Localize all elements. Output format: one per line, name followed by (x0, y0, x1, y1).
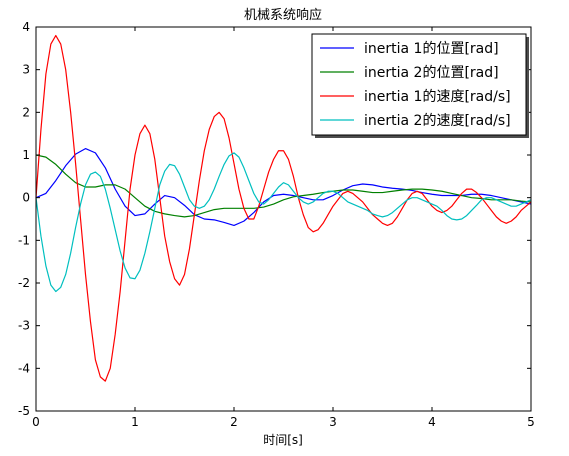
lines-layer (35, 34, 532, 382)
legend-box (311, 33, 527, 136)
x-tick-label: 2 (230, 415, 238, 429)
series-line-4 (35, 152, 532, 293)
y-tick-label: -3 (18, 319, 30, 333)
y-tick-label: -2 (18, 276, 30, 290)
x-axis-label: 时间[s] (263, 433, 303, 447)
series-line-1 (35, 148, 532, 226)
plot-frame (35, 26, 532, 412)
legend-label-3: inertia 1的速度[rad/s] (364, 89, 511, 105)
legend-label-2: inertia 2的位置[rad] (364, 65, 499, 81)
y-tick-label: -5 (18, 404, 30, 418)
legend: inertia 1的位置[rad] inertia 2的位置[rad] inerti… (311, 33, 529, 138)
y-tick-label: 0 (22, 191, 30, 205)
legend-label-1: inertia 1的位置[rad] (364, 41, 499, 57)
y-tick-label: -4 (18, 361, 30, 375)
x-tick-label: 3 (329, 415, 337, 429)
x-tick-label: 1 (131, 415, 139, 429)
x-tick-label: 5 (527, 415, 535, 429)
x-tick-label: 4 (428, 415, 436, 429)
series-line-3 (35, 34, 532, 382)
y-tick-label: 4 (22, 20, 30, 34)
x-tick-label: 0 (32, 415, 40, 429)
chart-title: 机械系统响应 (244, 7, 322, 23)
legend-label-4: inertia 2的速度[rad/s] (364, 113, 511, 129)
y-tick-label: 1 (22, 148, 30, 162)
series-line-2 (35, 154, 532, 218)
y-tick-label: 2 (22, 105, 30, 119)
y-tick-label: -1 (18, 233, 30, 247)
ticks-layer: 0 1 2 3 4 5 4 3 2 1 0 -1 -2 -3 -4 -5 (18, 20, 535, 429)
y-tick-label: 3 (22, 63, 30, 77)
